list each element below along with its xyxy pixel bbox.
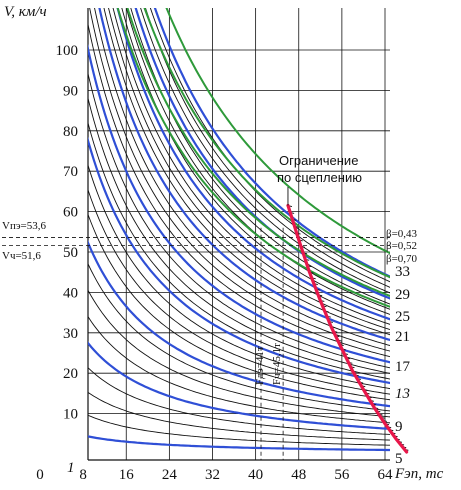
- position-label-17: 17: [395, 359, 411, 375]
- y-tick-label: 100: [56, 43, 79, 59]
- curves: [88, 8, 390, 452]
- intermediate-curve: [103, 8, 390, 336]
- x-tick-label: 8: [79, 467, 87, 483]
- beta-label-043: β=0,43: [386, 228, 418, 240]
- labels: 33 29 25 21 17 13 9 5 1: [67, 264, 411, 476]
- x-axis-label: Fэп, тс: [394, 466, 444, 482]
- x-tick-label: 24: [162, 467, 178, 483]
- position-label-29: 29: [395, 287, 410, 303]
- x-tick-label: 40: [248, 467, 263, 483]
- intermediate-curve: [88, 213, 390, 401]
- y-tick-label: 20: [63, 366, 78, 382]
- intermediate-curve: [88, 22, 390, 358]
- beta-label-070: β=0,70: [386, 253, 418, 265]
- force-marker-label-fch: Fч=45,1т: [271, 343, 283, 385]
- field-weakening-curve-3: [126, 8, 390, 298]
- intermediate-curve: [88, 414, 390, 446]
- y-tick-label: 50: [63, 245, 78, 261]
- y-tick-label: 40: [63, 285, 78, 301]
- position-curve-5: [88, 341, 390, 430]
- position-curve-33: [153, 8, 390, 278]
- position-label-25: 25: [395, 309, 410, 325]
- adhesion-label-line1: Ограничение: [279, 153, 358, 168]
- intermediate-curve: [149, 8, 390, 283]
- position-label-33: 33: [395, 264, 410, 280]
- y-tick-label: 60: [63, 205, 78, 221]
- speed-force-markers: [2, 227, 390, 460]
- intermediate-curve: [88, 71, 390, 369]
- adhesion-limit-curve: [286, 203, 409, 454]
- y-tick-label: 30: [63, 326, 78, 342]
- y-tick-label: 70: [63, 164, 78, 180]
- speed-marker-label-vch: Vч=51,6: [2, 250, 41, 262]
- force-marker-label-fde: Fдэ=41т: [254, 346, 266, 385]
- field-weakening-curve-2: [143, 8, 390, 279]
- adhesion-limit: [286, 187, 409, 454]
- x-tick-label: 64: [378, 467, 394, 483]
- intermediate-curve: [140, 8, 390, 294]
- adhesion-label-line2: по сцеплению: [277, 170, 362, 185]
- intermediate-curve: [88, 367, 390, 435]
- intermediate-curve: [121, 8, 390, 315]
- axes: 0 8 16 24 32 40 48 56 64 10 20 30 40 50 60 70 80 90 100: [36, 8, 393, 483]
- y-tick-label: 80: [63, 124, 78, 140]
- position-curve-1: [88, 435, 390, 452]
- x-tick-label: 0: [36, 467, 44, 483]
- intermediate-curve: [89, 8, 390, 352]
- position-curve-29: [134, 8, 390, 300]
- beta-label-052: β=0,52: [386, 240, 417, 252]
- intermediate-curve: [88, 262, 390, 412]
- x-tick-label: 56: [334, 467, 350, 483]
- intermediate-curve: [88, 315, 390, 424]
- x-tick-label: 48: [291, 467, 306, 483]
- intermediate-curve: [88, 163, 390, 390]
- y-tick-label: 10: [63, 407, 78, 423]
- field-weakening-curve-4: [116, 8, 390, 308]
- intermediate-curve: [88, 391, 390, 441]
- intermediate-curve: [112, 8, 390, 325]
- intermediate-curve: [88, 289, 390, 418]
- position-label-5: 5: [395, 451, 403, 467]
- position-curve-17: [88, 43, 390, 364]
- position-label-21: 21: [395, 329, 410, 345]
- intermediate-curve: [94, 8, 390, 346]
- x-tick-label: 32: [205, 467, 220, 483]
- x-tick-label: 16: [119, 467, 135, 483]
- intermediate-curve: [88, 188, 390, 395]
- speed-marker-label-vpe: Vпэ=53,6: [2, 220, 47, 232]
- position-curve-25: [116, 8, 390, 321]
- position-label-13: 13: [395, 386, 410, 402]
- y-axis-label: V, км/ч: [4, 4, 47, 20]
- position-curve-9: [88, 239, 390, 408]
- position-label-9: 9: [395, 419, 403, 435]
- intermediate-curve: [108, 8, 390, 331]
- intermediate-curve: [125, 8, 390, 310]
- field-weakening-curve-1: [165, 8, 390, 255]
- intermediate-curve: [130, 8, 390, 305]
- position-label-1: 1: [67, 460, 75, 476]
- position-curve-21: [98, 8, 390, 342]
- y-tick-label: 90: [63, 83, 78, 99]
- intermediate-curve: [88, 96, 390, 374]
- intermediate-curve: [145, 8, 390, 288]
